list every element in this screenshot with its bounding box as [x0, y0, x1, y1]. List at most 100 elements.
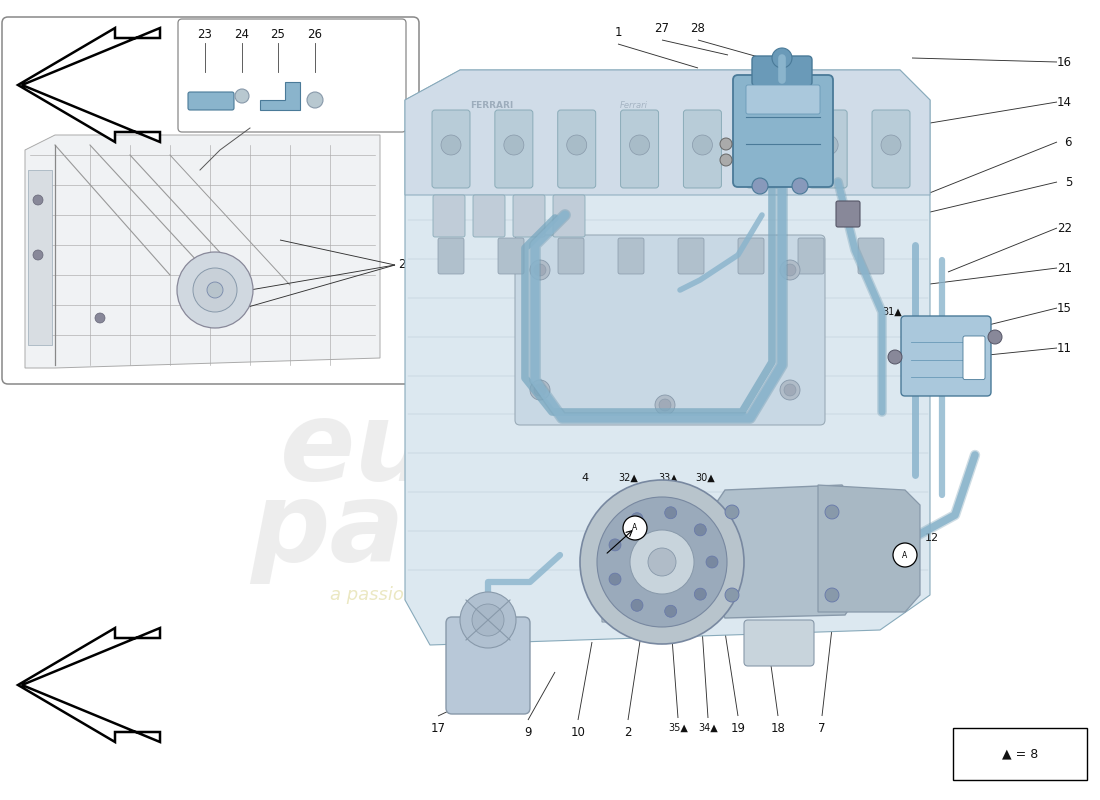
FancyBboxPatch shape	[432, 110, 470, 188]
Polygon shape	[405, 70, 930, 645]
Circle shape	[825, 505, 839, 519]
FancyBboxPatch shape	[188, 92, 234, 110]
FancyBboxPatch shape	[473, 195, 505, 237]
FancyBboxPatch shape	[901, 316, 991, 396]
Text: 4: 4	[582, 473, 588, 483]
Circle shape	[631, 513, 644, 525]
Polygon shape	[18, 628, 160, 742]
Circle shape	[504, 135, 524, 155]
Circle shape	[534, 264, 546, 276]
Text: 21: 21	[1057, 262, 1072, 274]
Circle shape	[580, 480, 744, 644]
FancyBboxPatch shape	[752, 56, 812, 86]
Text: ▲ = 8: ▲ = 8	[1002, 747, 1038, 761]
Circle shape	[720, 154, 732, 166]
FancyBboxPatch shape	[2, 17, 419, 384]
Circle shape	[720, 138, 732, 150]
Circle shape	[725, 505, 739, 519]
Circle shape	[988, 330, 1002, 344]
Polygon shape	[708, 485, 862, 618]
FancyBboxPatch shape	[446, 617, 530, 714]
Text: 27: 27	[654, 22, 670, 34]
Text: 10: 10	[571, 726, 585, 738]
Circle shape	[881, 135, 901, 155]
Text: A: A	[902, 550, 908, 559]
Circle shape	[623, 516, 647, 540]
Text: 22: 22	[1057, 222, 1072, 234]
Circle shape	[472, 604, 504, 636]
FancyBboxPatch shape	[678, 238, 704, 274]
Circle shape	[630, 530, 694, 594]
Circle shape	[460, 592, 516, 648]
Circle shape	[207, 282, 223, 298]
FancyBboxPatch shape	[558, 238, 584, 274]
Text: FERRARI: FERRARI	[470, 101, 514, 110]
Circle shape	[654, 395, 675, 415]
Polygon shape	[18, 28, 160, 142]
Circle shape	[893, 543, 917, 567]
FancyBboxPatch shape	[558, 110, 596, 188]
Circle shape	[192, 268, 236, 312]
Circle shape	[694, 524, 706, 536]
Circle shape	[792, 178, 808, 194]
Text: 1: 1	[614, 26, 622, 38]
FancyBboxPatch shape	[498, 238, 524, 274]
Circle shape	[609, 539, 622, 551]
Text: 7: 7	[818, 722, 826, 734]
FancyBboxPatch shape	[858, 238, 884, 274]
Text: 23: 23	[198, 29, 212, 42]
Circle shape	[784, 384, 796, 396]
FancyBboxPatch shape	[872, 110, 910, 188]
Circle shape	[694, 588, 706, 600]
Circle shape	[629, 135, 650, 155]
Text: 30▲: 30▲	[695, 473, 715, 483]
Text: 33▲: 33▲	[658, 473, 678, 483]
Text: 13: 13	[461, 158, 475, 171]
Text: 25: 25	[271, 29, 285, 42]
Text: 35▲: 35▲	[668, 723, 688, 733]
Circle shape	[752, 178, 768, 194]
Text: 9: 9	[525, 726, 531, 738]
Circle shape	[659, 399, 671, 411]
Text: 18: 18	[771, 722, 785, 734]
Circle shape	[818, 135, 838, 155]
FancyBboxPatch shape	[810, 110, 847, 188]
Polygon shape	[28, 170, 52, 345]
Circle shape	[706, 556, 718, 568]
Text: 15: 15	[1057, 302, 1072, 314]
Text: 32▲: 32▲	[618, 473, 638, 483]
Text: 31▲: 31▲	[882, 307, 902, 317]
Circle shape	[177, 252, 253, 328]
Circle shape	[566, 135, 586, 155]
Text: 14: 14	[1057, 95, 1072, 109]
Text: 26: 26	[308, 29, 322, 42]
Circle shape	[692, 135, 713, 155]
FancyBboxPatch shape	[618, 238, 644, 274]
FancyBboxPatch shape	[620, 110, 659, 188]
Circle shape	[825, 588, 839, 602]
Circle shape	[534, 384, 546, 396]
Text: Ferrari: Ferrari	[620, 101, 648, 110]
Circle shape	[780, 260, 800, 280]
Circle shape	[441, 135, 461, 155]
Text: a passion for parts: a passion for parts	[330, 586, 497, 604]
FancyBboxPatch shape	[683, 110, 722, 188]
Polygon shape	[602, 552, 682, 622]
Text: 29▲: 29▲	[818, 533, 838, 543]
FancyBboxPatch shape	[746, 110, 784, 188]
FancyBboxPatch shape	[953, 728, 1087, 780]
FancyBboxPatch shape	[438, 238, 464, 274]
Circle shape	[784, 264, 796, 276]
Circle shape	[530, 260, 550, 280]
Text: 6: 6	[438, 138, 446, 151]
Text: A: A	[632, 523, 638, 533]
Text: 24: 24	[234, 29, 250, 42]
FancyBboxPatch shape	[495, 110, 532, 188]
Circle shape	[664, 606, 676, 618]
Circle shape	[756, 135, 775, 155]
Text: 12: 12	[925, 533, 939, 543]
Circle shape	[664, 506, 676, 518]
Text: euro: euro	[280, 397, 565, 503]
Text: 5: 5	[1065, 175, 1072, 189]
Circle shape	[725, 588, 739, 602]
